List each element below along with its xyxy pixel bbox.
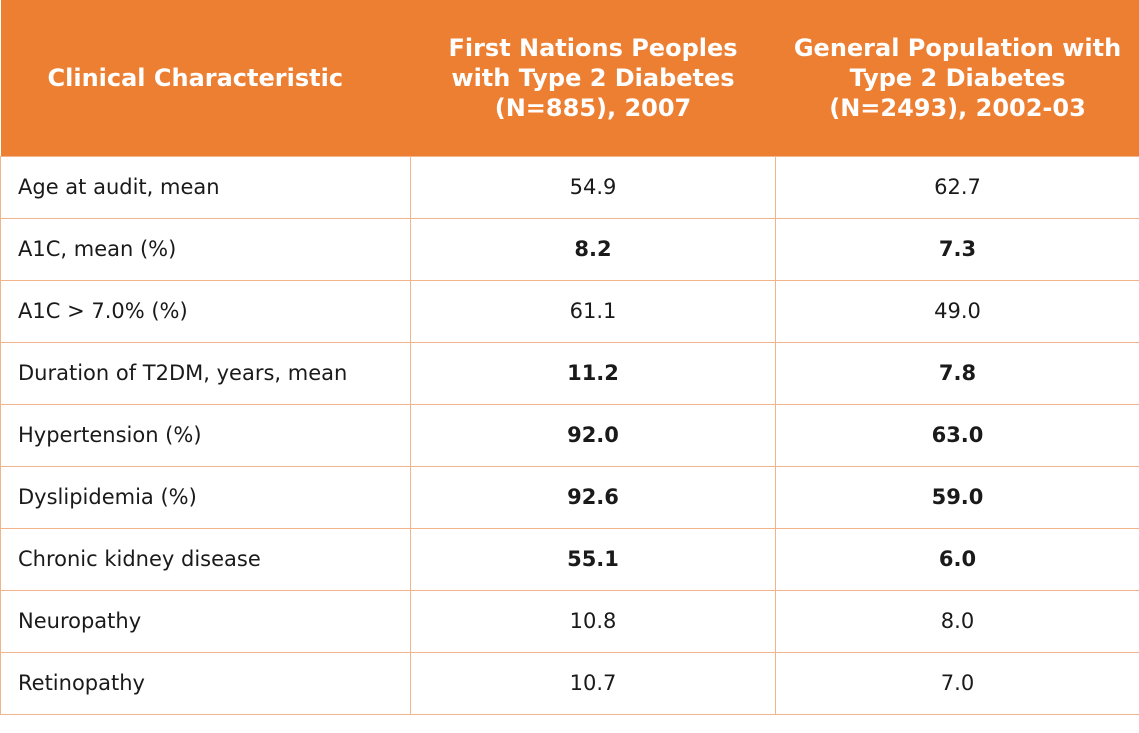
first-nations-value: 54.9 xyxy=(410,155,776,218)
clinical-characteristics-table: Clinical Characteristic First Nations Pe… xyxy=(0,0,1139,715)
row-label: Duration of T2DM, years, mean xyxy=(0,341,411,404)
row-label: A1C > 7.0% (%) xyxy=(0,279,411,342)
row-label: Neuropathy xyxy=(0,589,411,652)
table-row: A1C, mean (%) 8.2 7.3 xyxy=(0,217,1139,280)
row-label: Retinopathy xyxy=(0,651,411,715)
first-nations-value: 92.6 xyxy=(410,465,776,528)
row-label: Dyslipidemia (%) xyxy=(0,465,411,528)
general-population-value: 6.0 xyxy=(775,527,1139,590)
general-population-value: 63.0 xyxy=(775,403,1139,466)
header-first-nations: First Nations Peoples with Type 2 Diabet… xyxy=(410,0,776,156)
table-body: Age at audit, mean 54.9 62.7 A1C, mean (… xyxy=(0,155,1139,715)
header-line: First Nations Peoples xyxy=(448,33,738,62)
header-general-population: General Population with Type 2 Diabetes … xyxy=(775,0,1139,156)
general-population-value: 7.3 xyxy=(775,217,1139,280)
table-row: Hypertension (%) 92.0 63.0 xyxy=(0,403,1139,466)
header-row: Clinical Characteristic First Nations Pe… xyxy=(0,0,1139,156)
first-nations-value: 55.1 xyxy=(410,527,776,590)
general-population-value: 62.7 xyxy=(775,155,1139,218)
general-population-value: 8.0 xyxy=(775,589,1139,652)
header-line: General Population with xyxy=(793,33,1122,62)
table-row: Retinopathy 10.7 7.0 xyxy=(0,651,1139,715)
header-line: (N=885), 2007 xyxy=(494,93,692,122)
first-nations-value: 61.1 xyxy=(410,279,776,342)
table-row: Duration of T2DM, years, mean 11.2 7.8 xyxy=(0,341,1139,404)
header-line: (N=2493), 2002-03 xyxy=(829,93,1086,122)
table-row: Age at audit, mean 54.9 62.7 xyxy=(0,155,1139,218)
first-nations-value: 11.2 xyxy=(410,341,776,404)
first-nations-value: 10.7 xyxy=(410,651,776,715)
row-label: A1C, mean (%) xyxy=(0,217,411,280)
header-line: Type 2 Diabetes xyxy=(849,63,1066,92)
row-label: Hypertension (%) xyxy=(0,403,411,466)
table-row: Neuropathy 10.8 8.0 xyxy=(0,589,1139,652)
header-clinical-characteristic: Clinical Characteristic xyxy=(0,0,411,156)
general-population-value: 59.0 xyxy=(775,465,1139,528)
header-line: Clinical Characteristic xyxy=(47,63,344,92)
table-row: Dyslipidemia (%) 92.6 59.0 xyxy=(0,465,1139,528)
general-population-value: 7.8 xyxy=(775,341,1139,404)
general-population-value: 7.0 xyxy=(775,651,1139,715)
table-row: Chronic kidney disease 55.1 6.0 xyxy=(0,527,1139,590)
general-population-value: 49.0 xyxy=(775,279,1139,342)
row-label: Age at audit, mean xyxy=(0,155,411,218)
first-nations-value: 10.8 xyxy=(410,589,776,652)
table-header: Clinical Characteristic First Nations Pe… xyxy=(0,0,1139,156)
first-nations-value: 8.2 xyxy=(410,217,776,280)
table-row: A1C > 7.0% (%) 61.1 49.0 xyxy=(0,279,1139,342)
header-line: with Type 2 Diabetes xyxy=(451,63,735,92)
row-label: Chronic kidney disease xyxy=(0,527,411,590)
first-nations-value: 92.0 xyxy=(410,403,776,466)
